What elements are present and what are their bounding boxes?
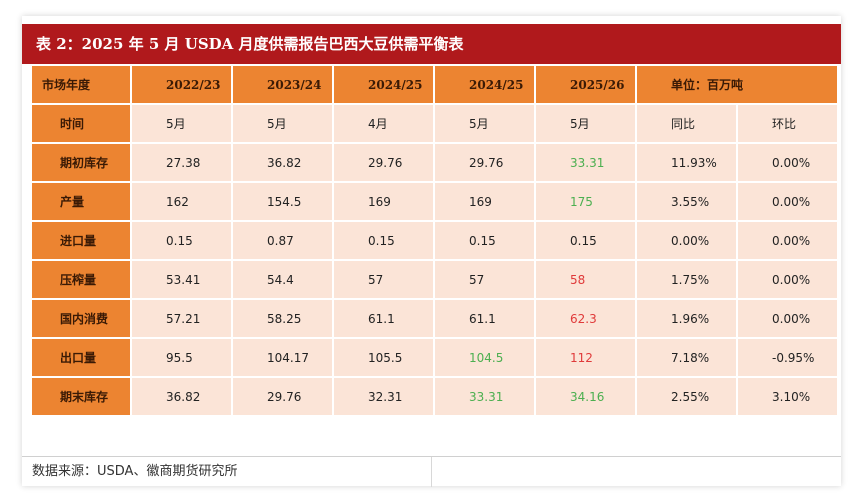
row-label: 国内消费 [32,300,130,337]
table-cell: 33.31 [536,144,635,181]
table-cell: 同比 [637,105,736,142]
table-cell: -0.95% [738,339,838,376]
table-row: 时间 5月 5月 4月 5月 5月 同比 环比 [32,105,838,142]
table-cell: 104.17 [233,339,332,376]
table-cell: 0.00% [738,183,838,220]
balance-table-wrap: 市场年度 2022/23 2023/24 2024/25 2024/25 202… [30,64,840,454]
table-cell: 0.15 [435,222,534,259]
table-cell: 1.96% [637,300,736,337]
table-row: 产量 162 154.5 169 169 175 3.55% 0.00% [32,183,838,220]
table-cell: 11.93% [637,144,736,181]
table-cell: 112 [536,339,635,376]
table-cell: 0.00% [738,300,838,337]
table-cell: 4月 [334,105,433,142]
footer-divider [431,457,432,487]
table-cell: 53.41 [132,261,231,298]
table-cell: 7.18% [637,339,736,376]
table-cell: 0.00% [637,222,736,259]
header-label: 市场年度 [32,66,130,103]
row-label: 出口量 [32,339,130,376]
table-cell: 3.55% [637,183,736,220]
table-cell: 环比 [738,105,838,142]
table-cell: 5月 [435,105,534,142]
header-unit: 单位：百万吨 [637,66,838,103]
table-cell: 105.5 [334,339,433,376]
table-row: 国内消费 57.21 58.25 61.1 61.1 62.3 1.96% 0.… [32,300,838,337]
table-cell: 162 [132,183,231,220]
table-cell: 104.5 [435,339,534,376]
source-note: 数据来源：USDA、徽商期货研究所 [32,464,238,479]
header-year: 2024/25 [435,66,534,103]
header-year: 2025/26 [536,66,635,103]
row-label: 期初库存 [32,144,130,181]
table-cell: 1.75% [637,261,736,298]
table-cell: 29.76 [435,144,534,181]
table-cell: 0.87 [233,222,332,259]
row-label: 时间 [32,105,130,142]
table-cell: 36.82 [132,378,231,415]
table-cell: 5月 [132,105,231,142]
table-cell: 95.5 [132,339,231,376]
table-cell: 5月 [536,105,635,142]
table-row: 进口量 0.15 0.87 0.15 0.15 0.15 0.00% 0.00% [32,222,838,259]
table-cell: 32.31 [334,378,433,415]
header-row: 市场年度 2022/23 2023/24 2024/25 2024/25 202… [32,66,838,103]
table-row: 期末库存 36.82 29.76 32.31 33.31 34.16 2.55%… [32,378,838,415]
table-cell: 62.3 [536,300,635,337]
table-row: 压榨量 53.41 54.4 57 57 58 1.75% 0.00% [32,261,838,298]
table-cell: 3.10% [738,378,838,415]
row-label: 期末库存 [32,378,130,415]
table-cell: 54.4 [233,261,332,298]
header-year: 2024/25 [334,66,433,103]
table-cell: 0.00% [738,261,838,298]
table-cell: 29.76 [233,378,332,415]
table-cell: 0.00% [738,144,838,181]
row-label: 压榨量 [32,261,130,298]
table-cell: 154.5 [233,183,332,220]
table-row: 出口量 95.5 104.17 105.5 104.5 112 7.18% -0… [32,339,838,376]
report-frame: 表 2：2025 年 5 月 USDA 月度供需报告巴西大豆供需平衡表 市场年度… [22,16,841,487]
table-cell: 5月 [233,105,332,142]
table-cell: 0.15 [536,222,635,259]
table-title: 表 2：2025 年 5 月 USDA 月度供需报告巴西大豆供需平衡表 [22,24,841,64]
table-cell: 58 [536,261,635,298]
header-year: 2022/23 [132,66,231,103]
table-row: 期初库存 27.38 36.82 29.76 29.76 33.31 11.93… [32,144,838,181]
table-cell: 61.1 [435,300,534,337]
table-cell: 57 [334,261,433,298]
table-cell: 27.38 [132,144,231,181]
row-label: 产量 [32,183,130,220]
table-cell: 169 [435,183,534,220]
table-cell: 2.55% [637,378,736,415]
table-cell: 169 [334,183,433,220]
table-cell: 57.21 [132,300,231,337]
source-footer: 数据来源：USDA、徽商期货研究所 [22,456,841,487]
row-label: 进口量 [32,222,130,259]
table-cell: 36.82 [233,144,332,181]
table-cell: 29.76 [334,144,433,181]
table-cell: 61.1 [334,300,433,337]
header-year: 2023/24 [233,66,332,103]
table-cell: 57 [435,261,534,298]
balance-table: 市场年度 2022/23 2023/24 2024/25 2024/25 202… [30,64,839,417]
table-cell: 33.31 [435,378,534,415]
table-cell: 175 [536,183,635,220]
table-cell: 0.15 [132,222,231,259]
table-cell: 58.25 [233,300,332,337]
table-cell: 34.16 [536,378,635,415]
table-cell: 0.00% [738,222,838,259]
table-cell: 0.15 [334,222,433,259]
